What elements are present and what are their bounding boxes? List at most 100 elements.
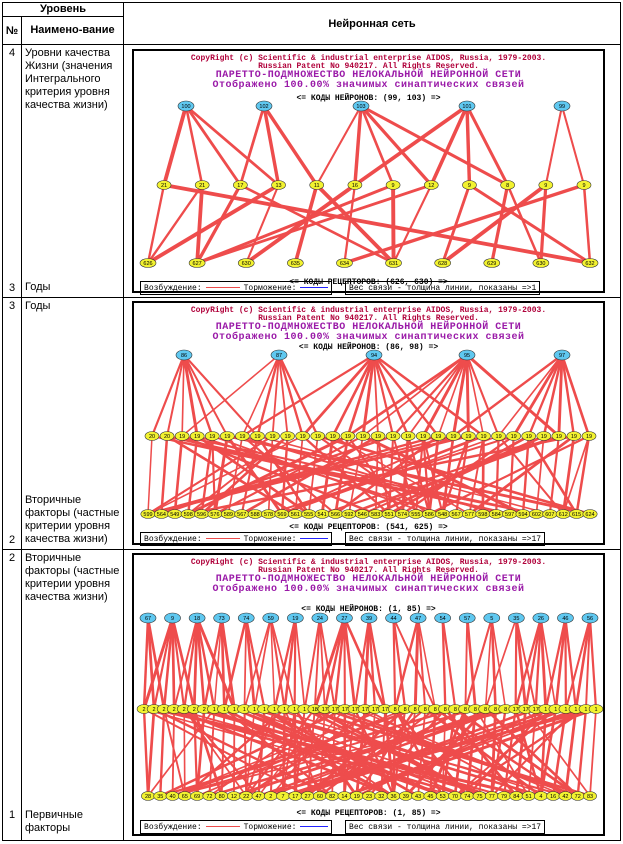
hidden-node: 19	[491, 431, 506, 441]
synapse-link	[182, 353, 259, 438]
svg-text:2: 2	[153, 707, 156, 713]
hidden-node: 17	[327, 704, 343, 714]
svg-text:8: 8	[484, 707, 487, 713]
receptor-node: 546	[354, 509, 370, 519]
synapse-link	[293, 183, 319, 265]
neuron-node: 27	[336, 612, 353, 624]
neuron-node: 39	[360, 612, 378, 624]
synapse-link	[293, 616, 297, 711]
synapse-link	[392, 617, 437, 710]
receptor-node: 22	[239, 791, 254, 801]
synapse-link	[576, 707, 588, 798]
svg-text:1: 1	[213, 707, 216, 713]
svg-text:36: 36	[391, 794, 397, 800]
svg-text:19: 19	[586, 434, 592, 440]
synapse-link	[186, 434, 199, 516]
synapse-link	[407, 354, 468, 437]
receptor-node: 561	[287, 509, 303, 519]
svg-text:569: 569	[277, 512, 286, 518]
receptor-node: 574	[395, 509, 410, 519]
synapse-link	[245, 616, 266, 711]
synapse-link	[181, 354, 185, 437]
svg-text:19: 19	[345, 434, 351, 440]
inhibition-label: Торможение:	[243, 823, 297, 832]
neuron-node: 100	[177, 100, 195, 112]
synapse-link	[359, 104, 510, 187]
svg-text:1: 1	[574, 707, 577, 713]
svg-text:1: 1	[253, 707, 256, 713]
synapse-link	[162, 104, 188, 187]
synapse-link	[527, 434, 578, 516]
synapse-link	[273, 616, 297, 711]
receptor-node: 589	[220, 509, 236, 519]
synapse-link	[278, 354, 289, 437]
svg-text:596: 596	[197, 512, 206, 518]
hidden-node: 21	[156, 180, 172, 190]
synapse-link	[173, 617, 199, 710]
svg-text:1: 1	[584, 707, 587, 713]
receptor-node: 74	[460, 791, 475, 801]
svg-text:597: 597	[505, 512, 514, 518]
row-3-network-cell: 67 9 18 73 74 59 19 24 27 39 44 47 54 57 5 35 26 46 56 2 2 2 2…	[123, 549, 622, 841]
receptor-node: 2	[263, 791, 278, 801]
svg-text:47: 47	[415, 616, 421, 622]
svg-text:53: 53	[440, 794, 446, 800]
hidden-node: 19	[415, 431, 431, 441]
svg-text:19: 19	[330, 434, 336, 440]
synapse-link	[257, 707, 507, 798]
svg-text:17: 17	[513, 707, 519, 713]
hidden-node: 1	[588, 704, 604, 714]
synapse-link	[343, 616, 357, 711]
synapse-link	[183, 708, 186, 797]
svg-text:612: 612	[559, 512, 568, 518]
svg-text:39: 39	[403, 794, 409, 800]
svg-text:19: 19	[179, 434, 185, 440]
synapse-link	[490, 707, 577, 798]
synapse-link	[321, 435, 334, 515]
svg-text:1: 1	[233, 707, 236, 713]
synapse-link	[582, 183, 592, 265]
receptor-node: 27	[300, 791, 315, 801]
svg-text:634: 634	[340, 261, 349, 267]
svg-text:82: 82	[329, 794, 335, 800]
svg-text:19: 19	[300, 434, 306, 440]
level-header: Уровень	[1, 2, 125, 17]
synapse-link	[303, 617, 321, 710]
synapse-link	[359, 104, 395, 187]
svg-text:44: 44	[391, 616, 397, 622]
synapse-link	[262, 104, 319, 187]
synapse-link	[334, 434, 350, 516]
hidden-node: 8	[397, 704, 413, 714]
neuron-node: 54	[434, 612, 451, 624]
synapse-link	[441, 616, 457, 711]
synapse-link	[282, 708, 296, 797]
synapse-link	[465, 616, 477, 711]
svg-text:574: 574	[398, 512, 407, 518]
synapse-link	[454, 707, 580, 798]
receptor-node: 599	[140, 509, 156, 519]
hidden-node: 1	[227, 704, 242, 714]
hidden-node: 19	[265, 431, 280, 441]
receptor-codes-line: <= КОДЫ РЕЦЕПТОРОВ: (541, 625) =>	[289, 523, 448, 532]
svg-text:1: 1	[554, 707, 557, 713]
synapse-link	[186, 434, 350, 516]
synapse-link	[465, 353, 561, 438]
inhibition-swatch	[300, 826, 329, 828]
synapse-link	[453, 707, 588, 798]
svg-text:584: 584	[492, 512, 501, 518]
svg-text:20: 20	[164, 434, 170, 440]
synapse-link	[333, 616, 346, 711]
svg-text:16: 16	[352, 183, 358, 189]
neuron-node: 67	[139, 612, 157, 624]
synapse-links	[142, 616, 598, 798]
receptor-node: 551	[381, 509, 397, 519]
synapse-link	[184, 104, 280, 187]
svg-text:21: 21	[199, 183, 205, 189]
excitation-inhibition-legend: Возбуждение: Торможение:	[140, 532, 333, 546]
svg-text:16: 16	[550, 794, 556, 800]
svg-text:564: 564	[157, 512, 166, 518]
synapse-link	[323, 616, 346, 711]
synapse-link	[564, 616, 592, 711]
receptor-node: 47	[251, 791, 266, 801]
hidden-node: 19	[370, 431, 386, 441]
